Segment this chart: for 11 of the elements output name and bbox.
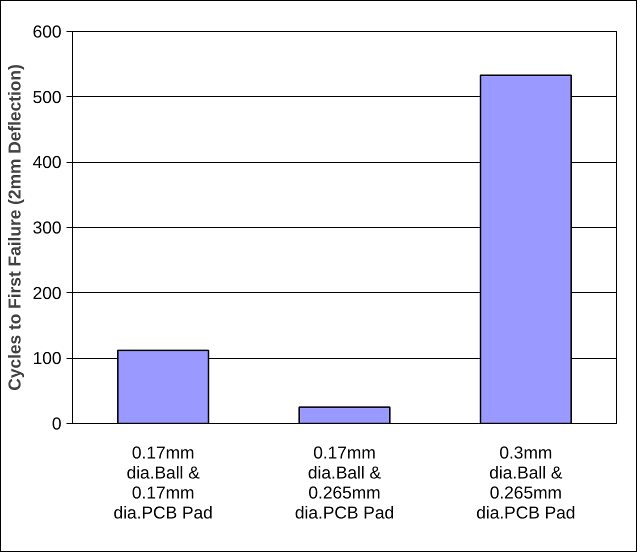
y-tick-label: 600 [32,22,62,42]
x-tick-label: 0.17mm dia.Ball & 0.265mm dia.PCB Pad [294,442,394,522]
y-tick-label: 500 [32,86,62,107]
y-tick-label: 300 [32,218,62,238]
y-tick-label: 200 [32,282,62,303]
y-tick-label: 400 [32,152,62,172]
x-tick-label: 0.17mm dia.Ball & 0.17mm dia.PCB Pad [114,442,213,522]
y-axis-title: Cycles to First Failure (2mm Deflection) [4,64,25,391]
x-tick-label: 0.3mm dia.Ball & 0.265mm dia.PCB Pad [476,442,576,522]
y-tick-label: 100 [32,348,62,368]
y-tick-label: 0 [52,414,62,434]
